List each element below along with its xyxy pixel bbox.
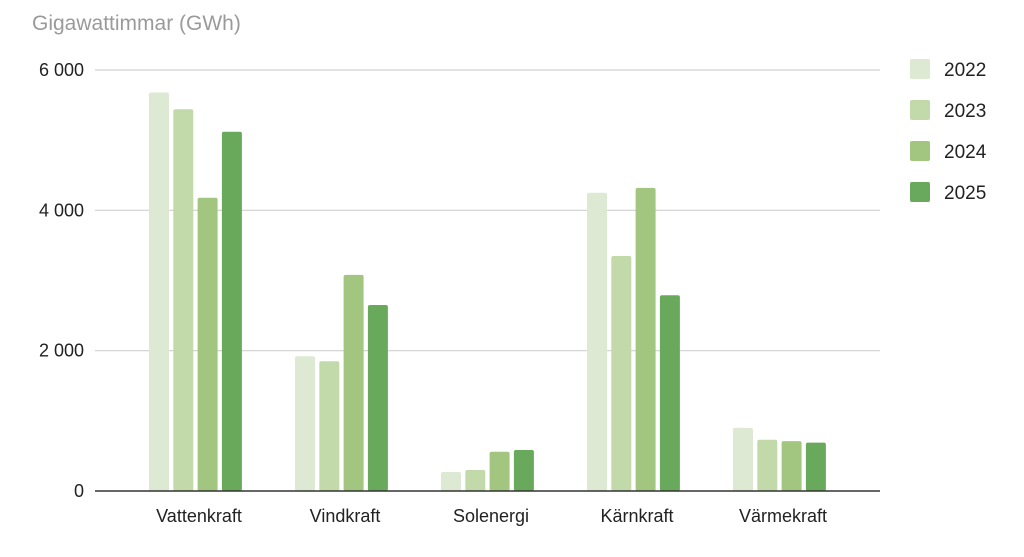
bar-vindkraft-2024 — [343, 274, 364, 491]
y-tick-label: 6 000 — [39, 60, 84, 80]
bar-värmekraft-2022 — [733, 427, 753, 491]
bar-solenergi-2023 — [465, 469, 486, 491]
legend-label: 2022 — [944, 60, 986, 81]
bar-vattenkraft-2023 — [173, 109, 194, 491]
legend-swatch-2024 — [910, 141, 930, 161]
bar-vattenkraft-2022 — [149, 92, 169, 491]
bar-värmekraft-2024 — [781, 441, 802, 491]
bar-vindkraft-2022 — [295, 356, 315, 491]
x-category-label: Vattenkraft — [156, 506, 242, 526]
axes: 0 2 000 4 000 6 000 Vattenkraft Vindkraft Sole… — [39, 60, 880, 526]
y-tick-label: 0 — [74, 481, 84, 501]
bar-kärnkraft-2022 — [587, 192, 607, 491]
bar-solenergi-2024 — [489, 451, 510, 491]
bars — [149, 92, 826, 491]
y-axis-title: Gigawattimmar (GWh) — [32, 12, 241, 35]
bar-vattenkraft-2025 — [221, 131, 242, 491]
legend-label: 2024 — [944, 142, 987, 163]
legend-swatch-2025 — [910, 182, 930, 202]
bar-värmekraft-2023 — [757, 439, 778, 491]
legend-label: 2025 — [944, 183, 986, 204]
y-tick-label: 4 000 — [39, 200, 84, 220]
bar-vattenkraft-2024 — [197, 197, 218, 491]
bar-solenergi-2022 — [441, 472, 461, 491]
bar-solenergi-2025 — [513, 449, 534, 491]
bar-kärnkraft-2023 — [611, 255, 632, 491]
bar-kärnkraft-2025 — [659, 295, 680, 491]
x-category-label: Solenergi — [453, 506, 529, 526]
bar-värmekraft-2025 — [805, 442, 826, 491]
legend-swatch-2022 — [910, 59, 930, 79]
bar-vindkraft-2025 — [367, 305, 388, 491]
x-category-label: Vindkraft — [310, 506, 381, 526]
bar-vindkraft-2023 — [319, 361, 340, 491]
legend-label: 2023 — [944, 101, 986, 122]
x-category-label: Kärnkraft — [600, 506, 673, 526]
y-tick-label: 2 000 — [39, 341, 84, 361]
legend-swatch-2023 — [910, 100, 930, 120]
bar-kärnkraft-2024 — [635, 187, 656, 491]
legend: 2022 2023 2024 2025 — [910, 59, 987, 204]
x-category-label: Värmekraft — [739, 506, 827, 526]
